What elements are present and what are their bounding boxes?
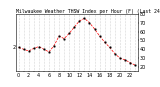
Text: Milwaukee Weather THSW Index per Hour (F) (Last 24 Hours): Milwaukee Weather THSW Index per Hour (F… xyxy=(16,9,160,14)
Text: 2: 2 xyxy=(13,45,16,50)
